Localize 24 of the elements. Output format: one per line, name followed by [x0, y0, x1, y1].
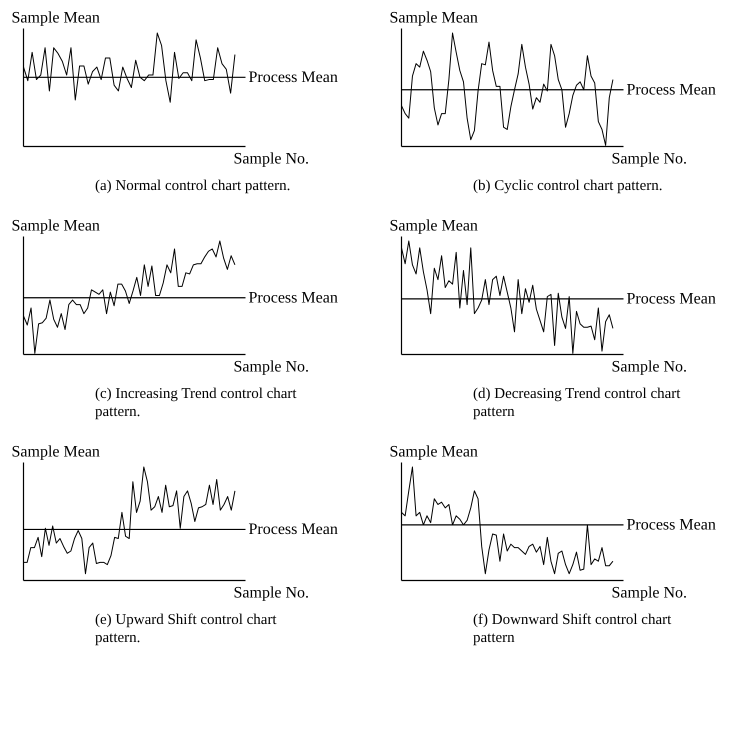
x-axis-title: Sample No. — [612, 584, 688, 602]
ref-line-label: Process Mean — [248, 289, 338, 306]
y-axis-title: Sample Mean — [390, 218, 478, 234]
ref-line-label: Process Mean — [248, 68, 338, 86]
ref-line-label: Process Mean — [626, 516, 716, 534]
ref-line-label: Process Mean — [626, 290, 716, 308]
y-axis-title: Sample Mean — [12, 444, 100, 460]
x-axis-title: Sample No. — [234, 358, 310, 376]
text: (a) Normal control chart pattern. — [95, 177, 290, 195]
x-axis-title: Sample No. — [234, 150, 310, 168]
y-axis-title: Sample Mean — [12, 218, 100, 234]
x-axis-title: Sample No. — [234, 584, 310, 602]
text: (b) Cyclic control chart pattern. — [473, 177, 663, 195]
x-axis-title: Sample No. — [612, 358, 688, 376]
text: (d) Decreasing Trend control chart pattern — [473, 385, 682, 421]
text: (f) Downward Shift control chart pattern — [473, 611, 672, 647]
y-axis-title: Sample Mean — [12, 10, 100, 26]
ref-line-label: Process Mean — [626, 81, 716, 98]
text: (e) Upward Shift control chart pattern. — [95, 611, 278, 647]
ref-line-label: Process Mean — [248, 520, 338, 538]
text: (c) Increasing Trend control chart pattern. — [95, 385, 298, 421]
y-axis-title: Sample Mean — [390, 444, 478, 460]
x-axis-title: Sample No. — [612, 150, 688, 168]
y-axis-title: Sample Mean — [390, 10, 478, 26]
